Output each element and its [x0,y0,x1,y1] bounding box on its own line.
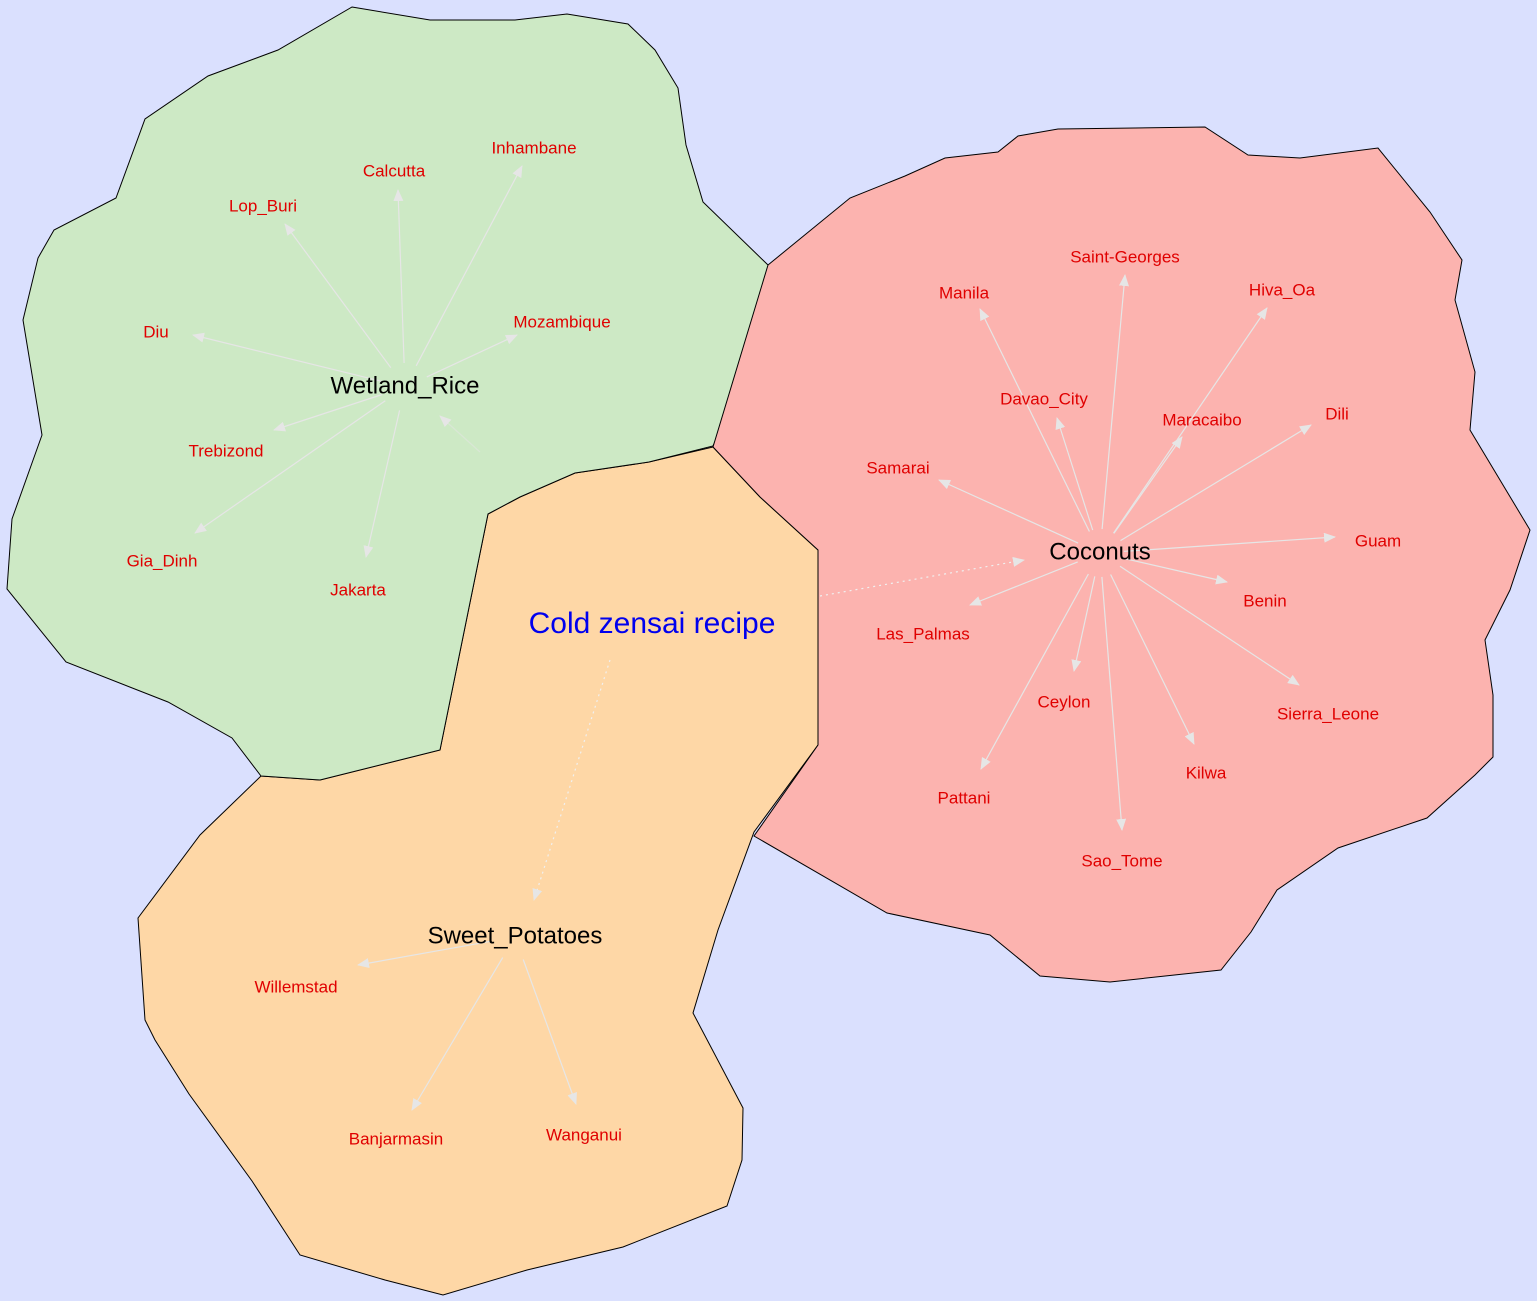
hub-label-coconuts: Coconuts [1049,538,1150,565]
leaf-label-pattani: Pattani [938,788,991,807]
edge-coconuts-to-ceylon [1071,576,1096,672]
leaf-label-mozambique: Mozambique [513,312,610,331]
leaf-label-davao-city: Davao_City [1000,389,1088,408]
edge-sweet-potatoes-to-banjarmasin [411,957,504,1111]
edge-coconuts-to-benin [1123,557,1228,585]
edge-wetland-rice-to-gia-dinh [194,400,386,534]
edge-coconuts-to-davao-city [1055,417,1094,531]
leaf-label-trebizond: Trebizond [189,441,264,460]
hub-label-wetland-rice: Wetland_Rice [331,372,480,399]
edge-wetland-rice-to-jakarta [363,410,401,558]
leaf-label-jakarta: Jakarta [330,580,386,599]
leaf-label-sao-tome: Sao_Tome [1081,851,1162,870]
edge-coconuts-to-las-palmas [969,561,1078,606]
edge-coconuts-to-saint-georges [1101,274,1129,530]
leaf-label-sierra-leone: Sierra_Leone [1277,704,1379,723]
diagram-title: Cold zensai recipe [529,607,776,640]
edge-coconuts-to-dili [1120,424,1312,542]
wetland-rice-region [6,6,773,781]
edge-coconuts-to-guam [1123,532,1336,552]
leaf-label-ceylon: Ceylon [1038,692,1091,711]
leaf-label-calcutta: Calcutta [363,161,426,180]
edge-coconuts-to-samarai [938,479,1079,544]
edge-sweet-potatoes-to-wanganui [522,959,577,1105]
leaf-label-willemstad: Willemstad [254,977,337,996]
edge-coconuts-to-sierra-leone [1119,565,1300,686]
edge-wetland-rice-to-lop-buri [284,223,392,369]
edge-coconuts-to-manila [979,308,1090,532]
leaf-label-guam: Guam [1355,531,1401,550]
leaf-label-banjarmasin: Banjarmasin [349,1129,444,1148]
edge-incoming-wetland-rice [439,415,481,453]
edge-coconuts-to-hiva-oa [1113,307,1268,534]
edge-wetland-rice-to-trebizond [273,393,383,432]
leaf-label-las-palmas: Las_Palmas [876,624,970,643]
leaf-label-dili: Dili [1325,404,1349,423]
leaf-label-wanganui: Wanganui [546,1125,622,1144]
leaf-label-hiva-oa: Hiva_Oa [1249,280,1316,299]
edge-wetland-rice-to-mozambique [426,334,518,378]
edge-title-to-coconuts [819,556,1025,597]
edge-sweet-potatoes-to-willemstad [357,940,492,968]
leaf-label-samarai: Samarai [866,458,929,477]
leaf-label-inhambane: Inhambane [491,138,576,157]
edge-coconuts-to-kilwa [1110,574,1195,745]
leaf-label-manila: Manila [939,283,990,302]
edge-wetland-rice-to-inhambane [415,165,523,367]
leaf-label-diu: Diu [143,322,169,341]
edge-coconuts-to-maracaibo [1113,436,1183,534]
leaf-label-gia-dinh: Gia_Dinh [127,551,198,570]
leaf-label-benin: Benin [1243,591,1286,610]
leaf-label-kilwa: Kilwa [1186,763,1227,782]
hub-label-sweet-potatoes: Sweet_Potatoes [428,922,603,949]
edge-coconuts-to-pattani [980,573,1089,770]
leaf-label-lop-buri: Lop_Buri [229,196,297,215]
leaf-label-maracaibo: Maracaibo [1162,410,1241,429]
diagram-edges [192,165,1336,1111]
edge-wetland-rice-to-calcutta [393,189,405,364]
edge-coconuts-to-sao-tome [1101,576,1127,831]
coconuts-region [712,126,1531,983]
edge-wetland-rice-to-diu [192,332,382,382]
diagram-labels: Cold zensai recipe Wetland_Rice Inhambane… [127,138,1402,1148]
leaf-label-saint-georges: Saint-Georges [1070,247,1180,266]
